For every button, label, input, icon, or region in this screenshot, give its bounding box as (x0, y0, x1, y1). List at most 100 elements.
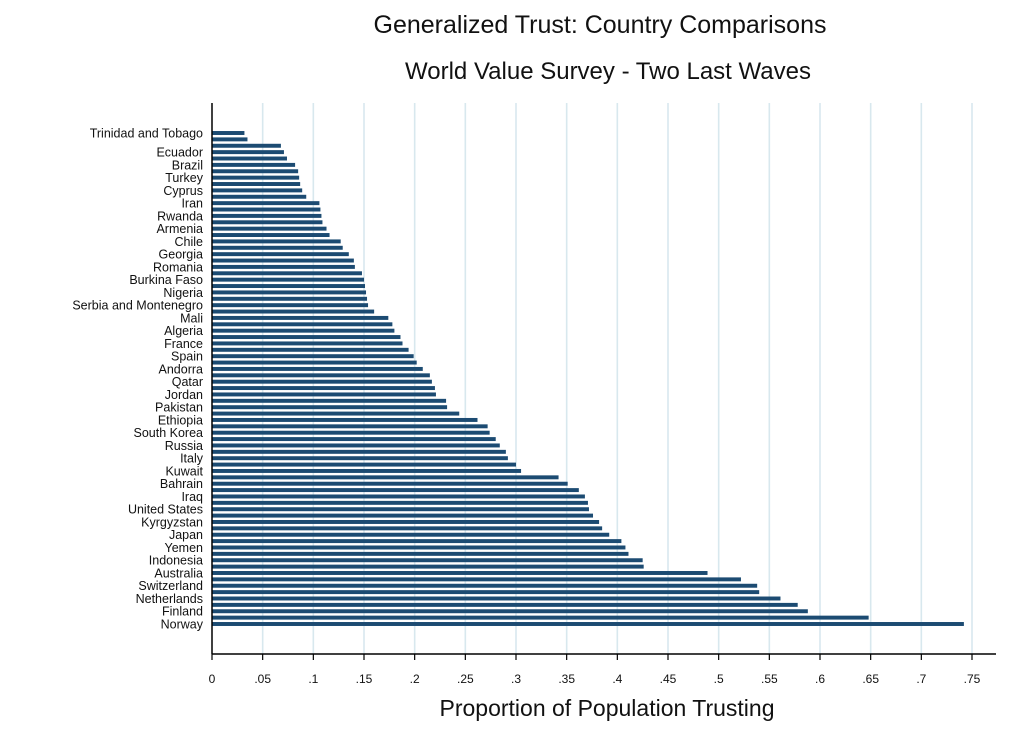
bar (212, 315, 389, 320)
bar (212, 379, 432, 384)
bar (212, 303, 369, 308)
bar (212, 233, 330, 238)
category-label: Kuwait (165, 464, 203, 478)
bar (212, 609, 808, 614)
bar (212, 264, 355, 269)
bar (212, 347, 409, 352)
category-label: Andorra (159, 362, 204, 376)
bar (212, 468, 522, 473)
bar (212, 519, 600, 524)
category-label: Cyprus (163, 184, 203, 198)
bar (212, 207, 321, 212)
bar (212, 252, 349, 257)
category-labels: Trinidad and Tobago EcuadorBrazilTurkeyCy… (72, 127, 203, 632)
bar (212, 328, 395, 333)
category-label: Chile (175, 235, 204, 249)
bar (212, 271, 362, 276)
bar (212, 571, 708, 575)
x-tick-label: .35 (558, 672, 575, 686)
x-tick-label: .1 (308, 672, 318, 686)
bar (212, 430, 490, 435)
bar (212, 201, 320, 206)
bar (212, 220, 323, 225)
bar (212, 213, 322, 218)
x-tick-label: .4 (612, 672, 622, 686)
bar (212, 596, 781, 601)
category-label: South Korea (134, 426, 204, 440)
category-label: Netherlands (136, 592, 203, 606)
x-tick-label: .05 (254, 672, 271, 686)
category-label: Turkey (165, 171, 203, 185)
category-label: Ethiopia (158, 413, 203, 427)
bar (212, 137, 248, 142)
bar (212, 456, 508, 461)
bar (212, 169, 299, 174)
bar (212, 551, 629, 556)
x-tick-label: .7 (916, 672, 926, 686)
category-label: Serbia and Montenegro (72, 299, 203, 313)
x-tick-label: .75 (964, 672, 981, 686)
category-label: Armenia (156, 222, 203, 236)
bar (212, 424, 488, 429)
bar (212, 443, 500, 448)
bar (212, 462, 516, 467)
category-label: Bahrain (160, 477, 203, 491)
category-label: Spain (171, 350, 203, 364)
bar (212, 558, 643, 563)
x-tick-label: .6 (815, 672, 825, 686)
bar (212, 392, 436, 397)
category-label: Nigeria (163, 286, 203, 300)
bar (212, 309, 375, 314)
category-label: France (164, 337, 203, 351)
bar (212, 131, 245, 135)
bar (212, 354, 414, 359)
category-label: Kyrgyzstan (141, 515, 203, 529)
x-tick-label: .15 (356, 672, 373, 686)
bar (212, 615, 869, 620)
bar (212, 481, 568, 486)
bar (212, 284, 366, 289)
category-label: Mali (180, 311, 203, 325)
bar (212, 583, 758, 588)
category-label: Italy (180, 452, 204, 466)
bar (212, 488, 579, 493)
category-label: Russia (165, 439, 203, 453)
bar (212, 162, 296, 167)
bar (212, 507, 589, 512)
category-label: Switzerland (138, 579, 203, 593)
gridlines (261, 103, 973, 654)
category-label: Romania (153, 260, 203, 274)
bar (212, 449, 506, 454)
bar (212, 475, 559, 480)
bar (212, 373, 430, 378)
category-label: Trinidad and Tobago (90, 127, 203, 141)
category-label: Yemen (165, 541, 204, 555)
bar (212, 526, 603, 531)
category-label: Georgia (159, 248, 204, 262)
x-tick-label: .25 (457, 672, 474, 686)
bar (212, 545, 626, 550)
category-label: Jordan (165, 388, 203, 402)
bars (212, 131, 964, 626)
bar (212, 277, 364, 282)
bar (212, 143, 281, 148)
x-tick-label: .3 (511, 672, 521, 686)
bar (212, 366, 423, 371)
bar (212, 175, 300, 180)
chart-title: Generalized Trust: Country Comparisons (374, 11, 827, 39)
category-label: Finland (162, 605, 203, 619)
x-tick-label: .65 (862, 672, 879, 686)
bar (212, 602, 798, 607)
bar (212, 386, 435, 391)
bar (212, 156, 287, 161)
category-label: Qatar (172, 375, 203, 389)
bar (212, 290, 367, 295)
bar (212, 341, 403, 346)
bar (212, 182, 301, 186)
bar (212, 188, 303, 193)
bar (212, 513, 594, 518)
category-label: Iraq (181, 490, 203, 504)
bar (212, 590, 760, 595)
category-label: Pakistan (155, 401, 203, 415)
